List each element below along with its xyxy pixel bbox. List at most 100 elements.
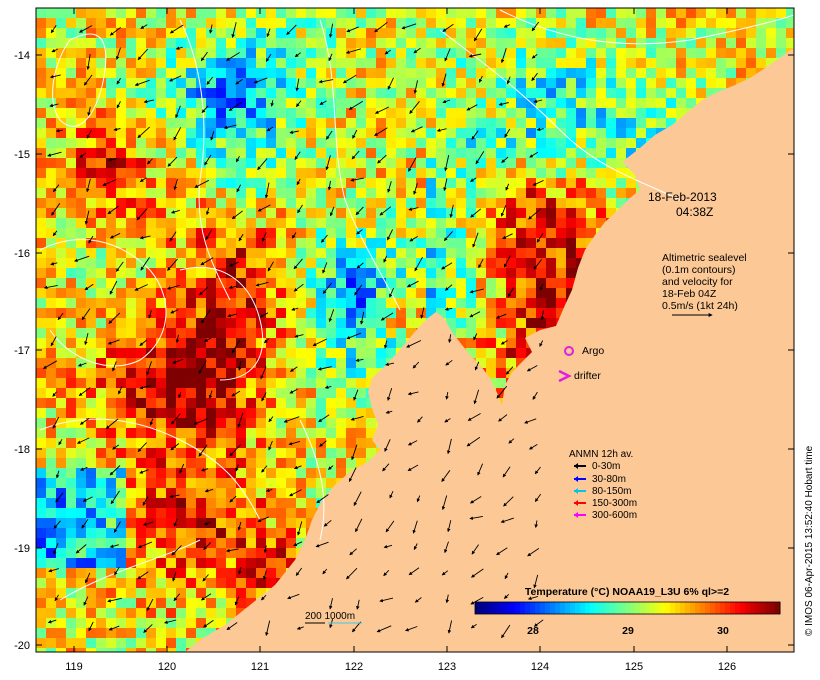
velocity-arrow <box>529 151 539 158</box>
velocity-arrow <box>532 179 544 186</box>
velocity-arrow <box>469 288 484 294</box>
velocity-arrow <box>413 80 418 94</box>
velocity-arrow <box>348 467 357 483</box>
colorbar-cell <box>650 602 656 614</box>
velocity-arrow <box>51 48 58 53</box>
velocity-arrow <box>198 444 208 457</box>
velocity-arrow <box>442 99 451 104</box>
velocity-arrow <box>194 179 210 188</box>
colorbar-cell <box>645 602 651 614</box>
velocity-arrow <box>265 488 273 493</box>
velocity-arrow <box>229 444 242 457</box>
colorbar-cell <box>605 602 611 614</box>
velocity-arrow <box>169 75 182 82</box>
velocity-arrow <box>477 463 484 476</box>
velocity-arrow <box>377 154 387 164</box>
colorbar-cell <box>610 602 616 614</box>
velocity-arrow <box>295 78 300 92</box>
velocity-arrow <box>407 464 419 471</box>
velocity-arrow <box>291 232 297 239</box>
velocity-arrow <box>407 440 418 446</box>
velocity-arrow <box>79 152 87 158</box>
drifter-marker <box>558 369 572 383</box>
velocity-arrow <box>231 22 237 38</box>
velocity-arrow <box>74 255 90 262</box>
velocity-arrow <box>383 544 393 549</box>
colorbar-cell <box>690 602 696 614</box>
velocity-arrow <box>533 99 543 104</box>
velocity-arrow <box>413 543 418 551</box>
velocity-arrow <box>288 440 301 446</box>
velocity-arrow <box>55 470 60 479</box>
velocity-arrow <box>349 548 357 556</box>
velocity-arrow <box>169 24 184 34</box>
velocity-arrow <box>231 210 243 220</box>
colorbar-cell <box>695 602 701 614</box>
velocity-arrow <box>356 599 360 610</box>
velocity-arrow <box>109 544 119 549</box>
velocity-arrow <box>496 385 508 399</box>
velocity-arrow <box>55 128 63 133</box>
colorbar-cell <box>745 602 751 614</box>
altimetry-line: Altimetric sealevel <box>662 252 747 264</box>
velocity-arrow <box>107 157 117 162</box>
velocity-arrow <box>321 234 328 243</box>
velocity-arrow <box>406 280 419 288</box>
velocity-arrow <box>296 100 302 108</box>
velocity-arrow <box>148 310 152 319</box>
colorbar-cell <box>535 602 541 614</box>
velocity-arrow <box>436 128 447 132</box>
velocity-arrow <box>114 566 120 576</box>
velocity-arrow <box>175 46 183 50</box>
velocity-arrow <box>536 127 544 132</box>
velocity-arrow <box>471 568 484 578</box>
velocity-arrow <box>146 158 153 165</box>
velocity-arrow <box>137 126 150 139</box>
velocity-arrow <box>380 312 394 321</box>
colorbar: Temperature (°C) NOAA19_L3U 6% ql>=2 28 … <box>474 586 781 637</box>
velocity-arrow <box>319 100 327 105</box>
velocity-arrow <box>387 181 392 193</box>
x-tick-label: 125 <box>625 661 643 673</box>
colorbar-cell <box>760 602 766 614</box>
velocity-arrow <box>173 127 182 141</box>
velocity-arrow <box>86 130 92 139</box>
velocity-arrow <box>137 442 147 453</box>
velocity-arrow <box>471 544 479 555</box>
colorbar-cell <box>675 602 681 614</box>
velocity-arrow <box>84 283 94 291</box>
colorbar-cell <box>680 602 686 614</box>
altimetry-line: and velocity for <box>662 276 733 288</box>
velocity-arrow <box>324 385 332 389</box>
velocity-arrow <box>409 236 418 242</box>
velocity-arrow <box>445 359 453 366</box>
velocity-arrow <box>78 387 91 397</box>
velocity-arrow <box>345 48 362 54</box>
velocity-arrow <box>294 334 304 338</box>
colorbar-cell <box>495 602 501 614</box>
velocity-arrow <box>170 443 180 451</box>
colorbar-cell <box>485 602 491 614</box>
velocity-arrow <box>355 518 363 533</box>
axis-ticks <box>36 8 794 652</box>
velocity-arrow <box>115 261 124 272</box>
velocity-arrow <box>139 235 151 240</box>
velocity-arrow <box>355 358 364 362</box>
velocity-arrow <box>501 624 511 639</box>
velocity-arrow <box>116 101 121 109</box>
velocity-arrow <box>293 541 303 547</box>
velocity-arrow <box>470 208 482 218</box>
velocity-arrow <box>48 568 60 573</box>
velocity-arrow <box>102 179 117 186</box>
anmn-arrowhead-2 <box>574 488 578 494</box>
velocity-arrow <box>228 285 238 290</box>
velocity-arrow <box>42 360 58 369</box>
velocity-arrow <box>384 439 391 452</box>
velocity-arrow <box>47 619 57 624</box>
velocity-arrow <box>502 233 513 240</box>
velocity-arrow <box>139 469 149 474</box>
colorbar-cell <box>640 602 646 614</box>
velocity-arrow <box>265 53 272 62</box>
velocity-arrow <box>442 23 454 32</box>
velocity-arrow <box>164 619 177 624</box>
